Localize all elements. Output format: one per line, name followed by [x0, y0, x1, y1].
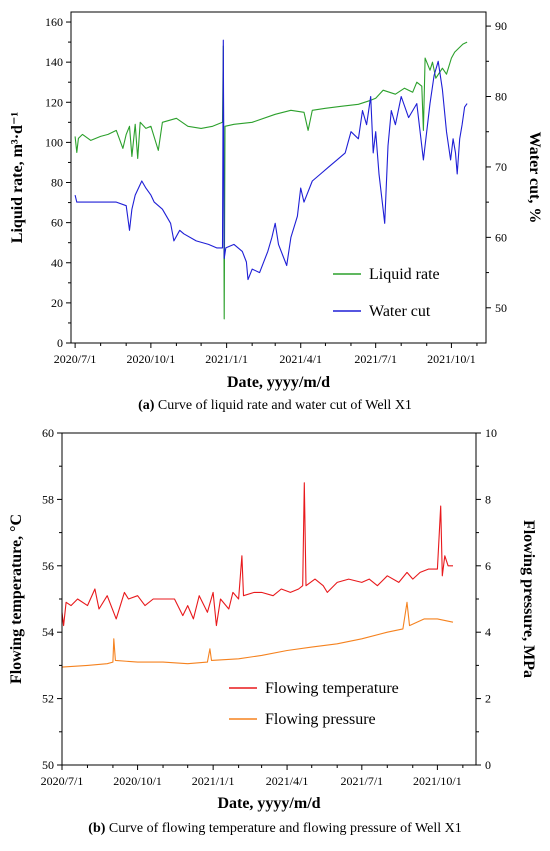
x-tick-label: 2021/1/1 — [192, 774, 235, 788]
y-right-tick-label: 70 — [495, 160, 507, 174]
y-left-tick-label: 120 — [45, 95, 63, 109]
x-tick-label: 2021/4/1 — [266, 774, 309, 788]
y-left-tick-label: 56 — [42, 559, 54, 573]
y-left-axis-label: Flowing temperature, °C — [8, 514, 25, 684]
legend-label: Liquid rate — [369, 266, 440, 283]
series-group — [62, 482, 454, 668]
series-group — [74, 39, 468, 320]
y-right-tick-label: 6 — [485, 559, 491, 573]
y-right-axis-label: Flowing pressure, MPa — [520, 520, 537, 678]
x-tick-label: 2021/4/1 — [279, 352, 322, 366]
y-right-tick-label: 50 — [495, 301, 507, 315]
series-line-flowing-pressure — [62, 601, 454, 668]
y-right-tick-label: 8 — [485, 492, 491, 506]
series-line-flowing-temperature — [62, 482, 453, 627]
y-left-tick-label: 54 — [42, 625, 54, 639]
caption-tag: (a) — [138, 398, 155, 413]
y-left-tick-label: 160 — [45, 15, 63, 29]
y-left-tick-label: 100 — [45, 135, 63, 149]
series-line-liquid-rate — [74, 41, 468, 320]
y-left-tick-label: 20 — [51, 296, 63, 310]
y-right-tick-label: 4 — [485, 625, 491, 639]
y-right-tick-label: 90 — [495, 19, 507, 33]
y-left-tick-label: 58 — [42, 492, 54, 506]
legend-label: Flowing temperature — [265, 680, 399, 697]
x-tick-label: 2020/10/1 — [127, 352, 176, 366]
y-right-tick-label: 10 — [485, 426, 497, 440]
x-tick-label: 2021/1/1 — [205, 352, 248, 366]
x-axis-label: Date, yyyy/m/d — [217, 795, 320, 812]
y-left-tick-label: 80 — [51, 176, 63, 190]
figure-caption: (a) Curve of liquid rate and water cut o… — [138, 398, 412, 413]
y-right-axis-label: Water cut, % — [526, 132, 543, 224]
chart-1: 2020/7/1 2020/10/1 2021/1/1 2021/4/1 2021/7/… — [8, 426, 537, 836]
plot-frame — [70, 11, 487, 344]
x-tick-label: 2021/7/1 — [354, 352, 397, 366]
x-tick-label: 2021/7/1 — [340, 774, 383, 788]
caption-tag: (b) — [88, 821, 105, 836]
y-right-tick-label: 0 — [485, 758, 491, 772]
y-left-tick-label: 40 — [51, 256, 63, 270]
x-tick-label: 2021/10/1 — [413, 774, 462, 788]
y-right-tick-label: 80 — [495, 90, 507, 104]
figure-caption: (b) Curve of flowing temperature and flo… — [88, 821, 461, 836]
y-left-tick-label: 60 — [51, 216, 63, 230]
caption-text: Curve of liquid rate and water cut of We… — [154, 398, 412, 413]
chart-0: 2020/7/1 2020/10/1 2021/1/1 2021/4/1 2021/7/… — [9, 11, 543, 413]
series-line-water-cut — [74, 39, 468, 281]
y-right-tick-label: 2 — [485, 692, 491, 706]
y-left-axis-label: Liquid rate, m³·d⁻¹ — [9, 112, 26, 244]
caption-text: Curve of flowing temperature and flowing… — [105, 821, 461, 836]
x-tick-label: 2020/7/1 — [54, 352, 97, 366]
x-tick-label: 2021/10/1 — [427, 352, 476, 366]
legend-label: Flowing pressure — [265, 711, 376, 728]
x-axis-label: Date, yyyy/m/d — [227, 374, 330, 391]
y-left-tick-label: 60 — [42, 426, 54, 440]
y-right-tick-label: 60 — [495, 230, 507, 244]
y-left-tick-label: 50 — [42, 758, 54, 772]
x-tick-label: 2020/10/1 — [113, 774, 162, 788]
legend-label: Water cut — [369, 303, 431, 320]
y-left-tick-label: 140 — [45, 55, 63, 69]
y-left-tick-label: 0 — [57, 336, 63, 350]
y-left-tick-label: 52 — [42, 692, 54, 706]
x-tick-label: 2020/7/1 — [41, 774, 84, 788]
